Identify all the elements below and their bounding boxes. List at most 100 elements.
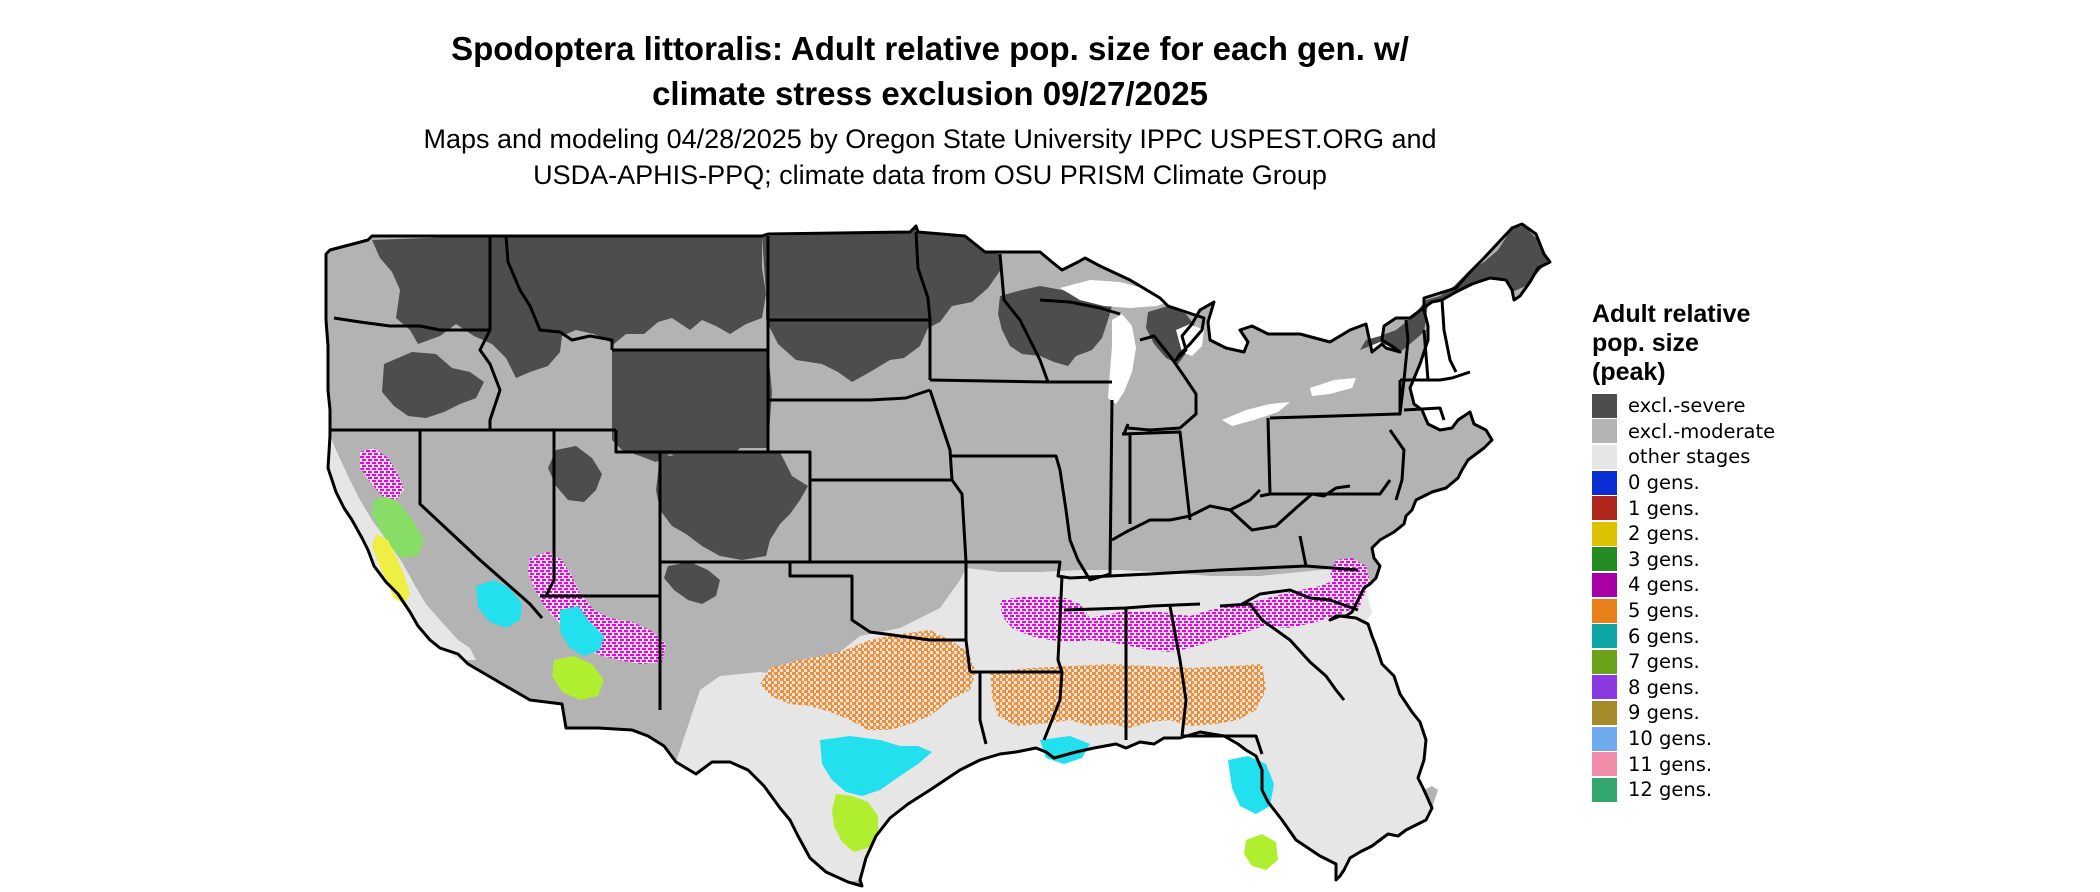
legend-item: excl.-severe xyxy=(1592,393,1775,419)
legend-swatch xyxy=(1592,598,1617,623)
legend-swatch xyxy=(1592,624,1617,649)
legend-items: excl.-severe excl.-moderate other stages 0 … xyxy=(1592,393,1775,803)
legend-label: 7 gens. xyxy=(1628,650,1700,674)
gen3-region-california xyxy=(372,494,424,558)
border-mn-wi xyxy=(998,253,1050,383)
legend-swatch xyxy=(1592,470,1617,495)
legend-item: 3 gens. xyxy=(1592,547,1775,573)
gen4-region-south xyxy=(1000,576,1366,652)
legend-swatch xyxy=(1592,649,1617,674)
border-nv-ut xyxy=(544,430,556,597)
legend-item: excl.-moderate xyxy=(1592,419,1775,445)
legend-item: 9 gens. xyxy=(1592,700,1775,726)
legend-title: Adult relative pop. size (peak) xyxy=(1592,300,1775,387)
gen7-region-south-texas xyxy=(832,794,878,852)
severe-region-utah xyxy=(548,446,602,502)
severe-region-colorado xyxy=(656,452,808,560)
gen6-region-socal xyxy=(476,580,522,628)
gen5-region-texas xyxy=(760,630,976,730)
legend-label: 5 gens. xyxy=(1628,599,1700,623)
border-tn-ms xyxy=(1063,602,1201,612)
generation-regions xyxy=(360,448,1370,870)
legend-swatch xyxy=(1592,726,1617,751)
border-al-ga xyxy=(1168,605,1188,737)
legend-item: 7 gens. xyxy=(1592,649,1775,675)
legend-title-line-1: Adult relative xyxy=(1592,300,1751,328)
legend-swatch xyxy=(1592,444,1617,469)
severe-region-nm-az xyxy=(664,562,720,604)
legend-item: 2 gens. xyxy=(1592,521,1775,547)
legend-item: 12 gens. xyxy=(1592,777,1775,803)
border-tn-ky xyxy=(1069,564,1359,580)
border-gulf-fl xyxy=(1182,734,1264,755)
severe-exclusion-regions xyxy=(372,226,1548,604)
legend-label: excl.-moderate xyxy=(1628,419,1776,443)
map-subtitle-line-2: USDA-APHIS-PPQ; climate data from OSU PR… xyxy=(533,160,1327,190)
gen2-region-california-coast xyxy=(372,534,410,604)
gen5-region-gulf xyxy=(990,664,1266,728)
legend-item: 0 gens. xyxy=(1592,470,1775,496)
legend-label: 11 gens. xyxy=(1628,752,1713,776)
legend-item: 4 gens. xyxy=(1592,572,1775,598)
border-ne-ia xyxy=(928,389,954,481)
border-ia-mo xyxy=(950,454,1062,471)
legend-label: 10 gens. xyxy=(1628,727,1713,751)
us-outline xyxy=(324,222,1552,888)
legend-swatch xyxy=(1592,547,1617,572)
border-nj xyxy=(1388,429,1406,501)
legend-label: excl.-severe xyxy=(1628,394,1746,418)
border-wa-or xyxy=(333,316,490,332)
border-mo-ar xyxy=(966,560,1071,580)
legend-swatch xyxy=(1592,496,1617,521)
border-pa-md xyxy=(1270,479,1392,496)
gen4-region-southwest xyxy=(528,552,666,664)
border-ga-sc xyxy=(1219,602,1346,701)
legend-item: 1 gens. xyxy=(1592,495,1775,521)
border-ne-ks xyxy=(808,452,952,482)
legend-swatch xyxy=(1592,419,1617,444)
legend-item: 8 gens. xyxy=(1592,675,1775,701)
legend-label: 0 gens. xyxy=(1628,471,1700,495)
border-ne-states xyxy=(1400,370,1471,382)
legend-title-line-3: (peak) xyxy=(1592,358,1666,386)
legend-label: 6 gens. xyxy=(1628,624,1700,648)
border-in-oh xyxy=(1121,430,1192,521)
border-va-nc xyxy=(1298,535,1308,567)
map-subtitle: Maps and modeling 04/28/2025 by Oregon S… xyxy=(330,121,1530,193)
gen6-region-texas-coast xyxy=(820,736,932,796)
legend-label: 12 gens. xyxy=(1628,778,1713,802)
legend-label: 4 gens. xyxy=(1628,573,1700,597)
legend-item: 5 gens. xyxy=(1592,598,1775,624)
gen4-region-california xyxy=(360,448,404,500)
border-up-mi xyxy=(1039,298,1121,316)
lake-erie xyxy=(1222,402,1290,426)
border-sd-ne xyxy=(768,388,931,402)
border-mi-in xyxy=(1122,423,1130,435)
legend-label: 8 gens. xyxy=(1628,675,1700,699)
legend-swatch xyxy=(1592,777,1617,802)
gen7-region-arizona xyxy=(552,656,604,700)
legend-item: 11 gens. xyxy=(1592,751,1775,777)
legend-swatch xyxy=(1592,521,1617,546)
lake-ontario xyxy=(1310,378,1356,396)
border-ar-ms xyxy=(1042,575,1064,741)
border-ks-mo xyxy=(950,479,968,563)
legend-label: 9 gens. xyxy=(1628,701,1700,725)
legend-label: 1 gens. xyxy=(1628,496,1700,520)
border-ca-nv xyxy=(418,430,544,619)
severe-region-dakotas-mn xyxy=(762,226,1002,382)
border-ct-ri xyxy=(1403,406,1446,421)
legend-item: 6 gens. xyxy=(1592,623,1775,649)
map-title: Spodoptera littoralis: Adult relative po… xyxy=(330,26,1530,116)
lake-superior xyxy=(1060,280,1176,308)
severe-region-west xyxy=(382,352,484,418)
map-subtitle-line-1: Maps and modeling 04/28/2025 by Oregon S… xyxy=(423,124,1437,154)
legend-swatch xyxy=(1592,752,1617,777)
lake-michigan xyxy=(1108,314,1136,404)
map-title-line-1: Spodoptera littoralis: Adult relative po… xyxy=(451,30,1409,67)
border-sc-nc xyxy=(1241,588,1359,612)
severe-region-wyoming xyxy=(612,350,772,470)
lake-huron xyxy=(1176,324,1204,356)
legend-label: 2 gens. xyxy=(1628,522,1700,546)
legend-swatch xyxy=(1592,675,1617,700)
